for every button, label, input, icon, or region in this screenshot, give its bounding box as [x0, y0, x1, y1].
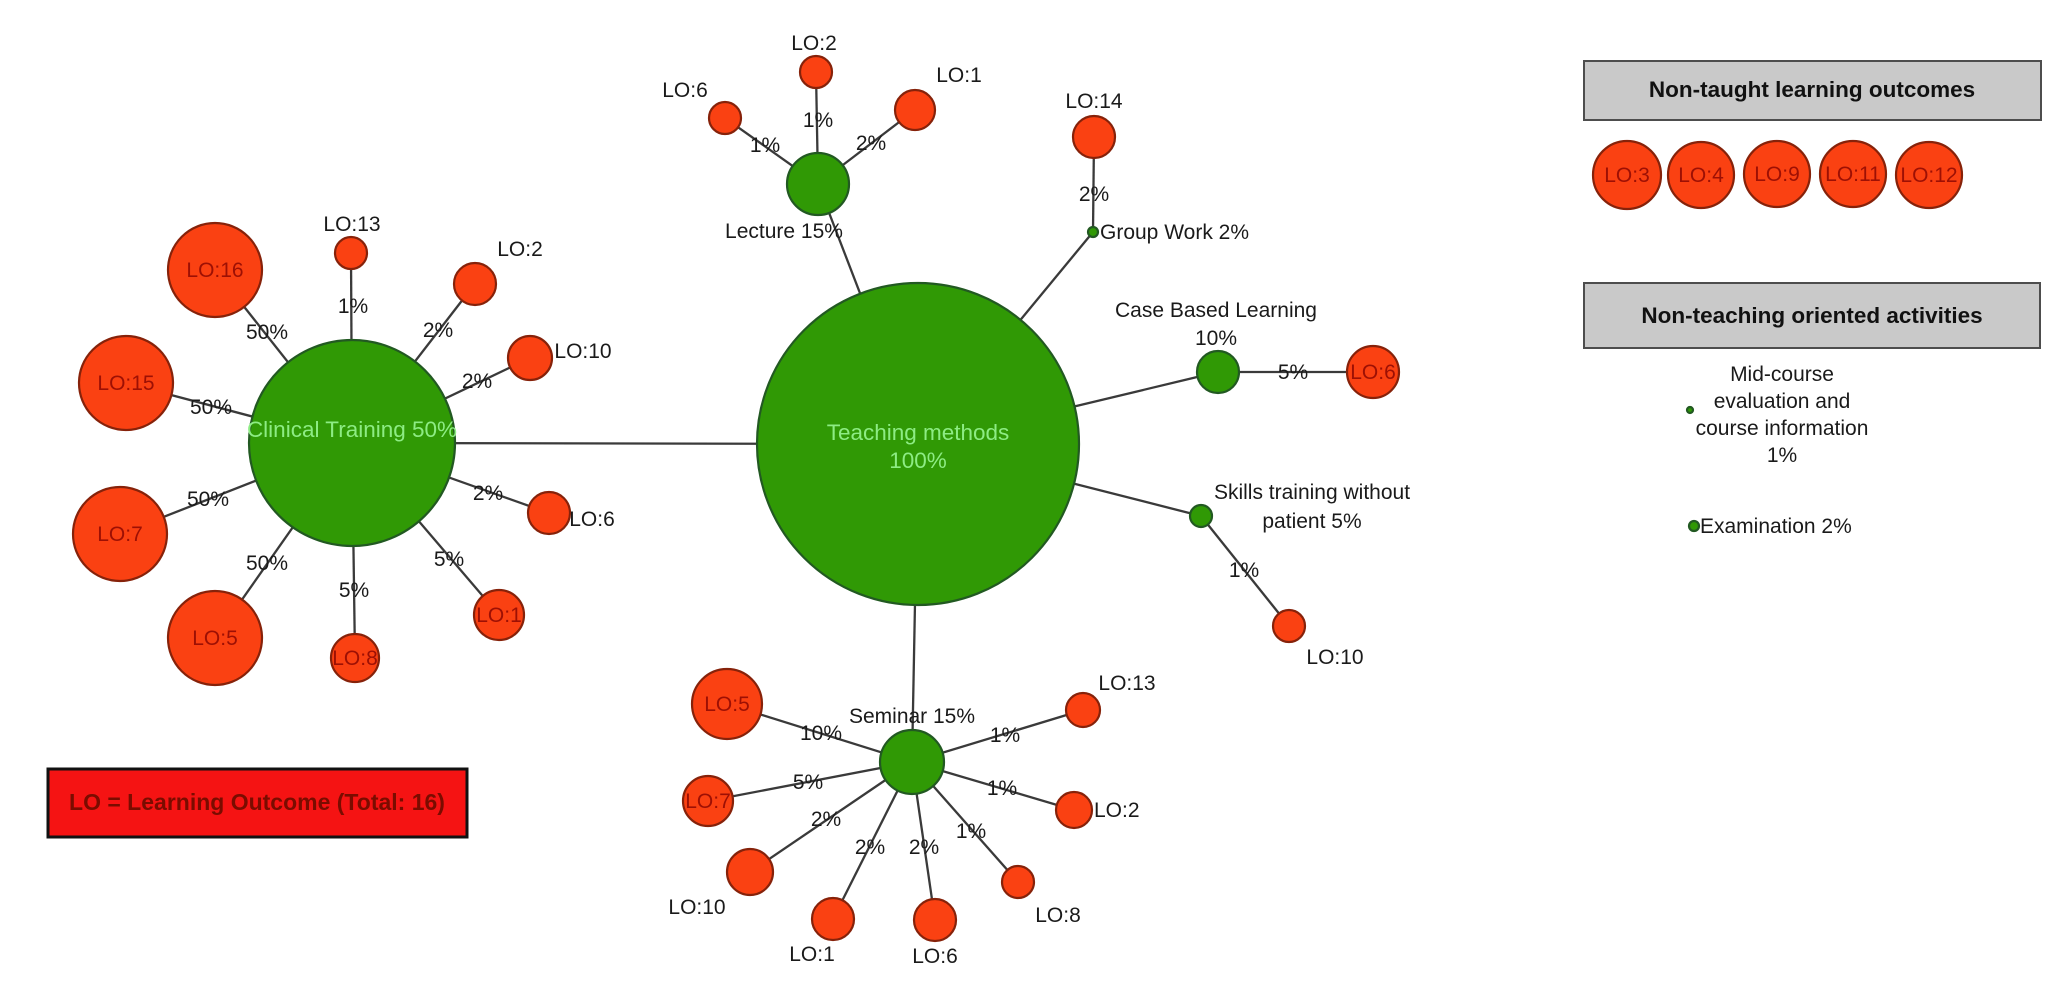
svg-text:LO:12: LO:12: [1900, 164, 1957, 187]
svg-text:1%: 1%: [1767, 444, 1797, 467]
svg-text:Teaching methods: Teaching methods: [827, 420, 1010, 445]
svg-text:1%: 1%: [956, 820, 986, 843]
svg-text:LO:6: LO:6: [1350, 361, 1396, 384]
svg-text:1%: 1%: [987, 777, 1017, 800]
svg-text:LO:1: LO:1: [936, 64, 982, 87]
svg-text:LO:7: LO:7: [685, 790, 731, 813]
svg-text:Skills training without: Skills training without: [1214, 481, 1410, 504]
svg-text:100%: 100%: [889, 448, 947, 473]
svg-text:5%: 5%: [339, 579, 369, 602]
svg-text:2%: 2%: [423, 319, 453, 342]
svg-text:Mid-course: Mid-course: [1730, 363, 1834, 386]
svg-text:5%: 5%: [434, 548, 464, 571]
svg-text:LO:6: LO:6: [912, 945, 958, 968]
svg-text:LO = Learning Outcome (Total:: LO = Learning Outcome (Total: 16): [69, 789, 445, 815]
svg-text:2%: 2%: [909, 836, 939, 859]
svg-text:LO:16: LO:16: [186, 259, 243, 282]
svg-text:LO:13: LO:13: [1098, 672, 1155, 695]
svg-text:LO:8: LO:8: [332, 647, 378, 670]
svg-text:Examination 2%: Examination 2%: [1700, 515, 1852, 538]
svg-text:50%: 50%: [187, 488, 229, 511]
svg-text:LO:4: LO:4: [1678, 164, 1724, 187]
svg-text:2%: 2%: [855, 836, 885, 859]
svg-text:LO:2: LO:2: [791, 32, 837, 55]
svg-text:LO:2: LO:2: [497, 238, 543, 261]
svg-text:evaluation and: evaluation and: [1714, 390, 1851, 413]
svg-text:2%: 2%: [462, 370, 492, 393]
svg-text:Non-taught learning outcomes: Non-taught learning outcomes: [1649, 77, 1975, 102]
svg-text:LO:10: LO:10: [1306, 646, 1363, 669]
svg-text:LO:10: LO:10: [668, 896, 725, 919]
svg-text:Group Work 2%: Group Work 2%: [1100, 221, 1249, 244]
svg-text:Non-teaching oriented activiti: Non-teaching oriented activities: [1641, 303, 1982, 328]
svg-text:LO:3: LO:3: [1604, 164, 1650, 187]
svg-text:LO:2: LO:2: [1094, 799, 1140, 822]
svg-text:1%: 1%: [803, 109, 833, 132]
svg-text:Seminar 15%: Seminar 15%: [849, 705, 975, 728]
svg-text:LO:15: LO:15: [97, 372, 154, 395]
svg-text:50%: 50%: [190, 396, 232, 419]
svg-text:LO:6: LO:6: [569, 508, 615, 531]
svg-text:patient 5%: patient 5%: [1262, 510, 1361, 533]
svg-text:Case Based Learning: Case Based Learning: [1115, 299, 1317, 322]
svg-text:2%: 2%: [811, 808, 841, 831]
svg-text:Clinical Training 50%: Clinical Training 50%: [247, 417, 457, 442]
svg-text:5%: 5%: [793, 771, 823, 794]
svg-text:LO:5: LO:5: [192, 627, 238, 650]
svg-text:1%: 1%: [750, 134, 780, 157]
svg-text:LO:5: LO:5: [704, 693, 750, 716]
svg-text:1%: 1%: [1229, 559, 1259, 582]
svg-text:LO:1: LO:1: [789, 943, 835, 966]
svg-text:1%: 1%: [990, 724, 1020, 747]
svg-text:5%: 5%: [1278, 361, 1308, 384]
svg-text:LO:9: LO:9: [1754, 163, 1800, 186]
svg-text:2%: 2%: [473, 482, 503, 505]
svg-text:50%: 50%: [246, 321, 288, 344]
svg-text:LO:14: LO:14: [1065, 90, 1123, 113]
svg-text:1%: 1%: [338, 295, 368, 318]
svg-text:2%: 2%: [856, 132, 886, 155]
svg-text:LO:1: LO:1: [476, 604, 522, 627]
svg-text:LO:6: LO:6: [662, 79, 708, 102]
svg-text:LO:8: LO:8: [1035, 904, 1081, 927]
svg-text:10%: 10%: [800, 722, 842, 745]
svg-text:course information: course information: [1696, 417, 1869, 440]
svg-text:50%: 50%: [246, 552, 288, 575]
svg-text:LO:7: LO:7: [97, 523, 143, 546]
svg-text:10%: 10%: [1195, 327, 1237, 350]
svg-text:LO:10: LO:10: [554, 340, 611, 363]
svg-text:2%: 2%: [1079, 183, 1109, 206]
svg-text:LO:13: LO:13: [323, 213, 380, 236]
svg-text:Lecture 15%: Lecture 15%: [725, 220, 843, 243]
svg-text:LO:11: LO:11: [1825, 163, 1881, 186]
